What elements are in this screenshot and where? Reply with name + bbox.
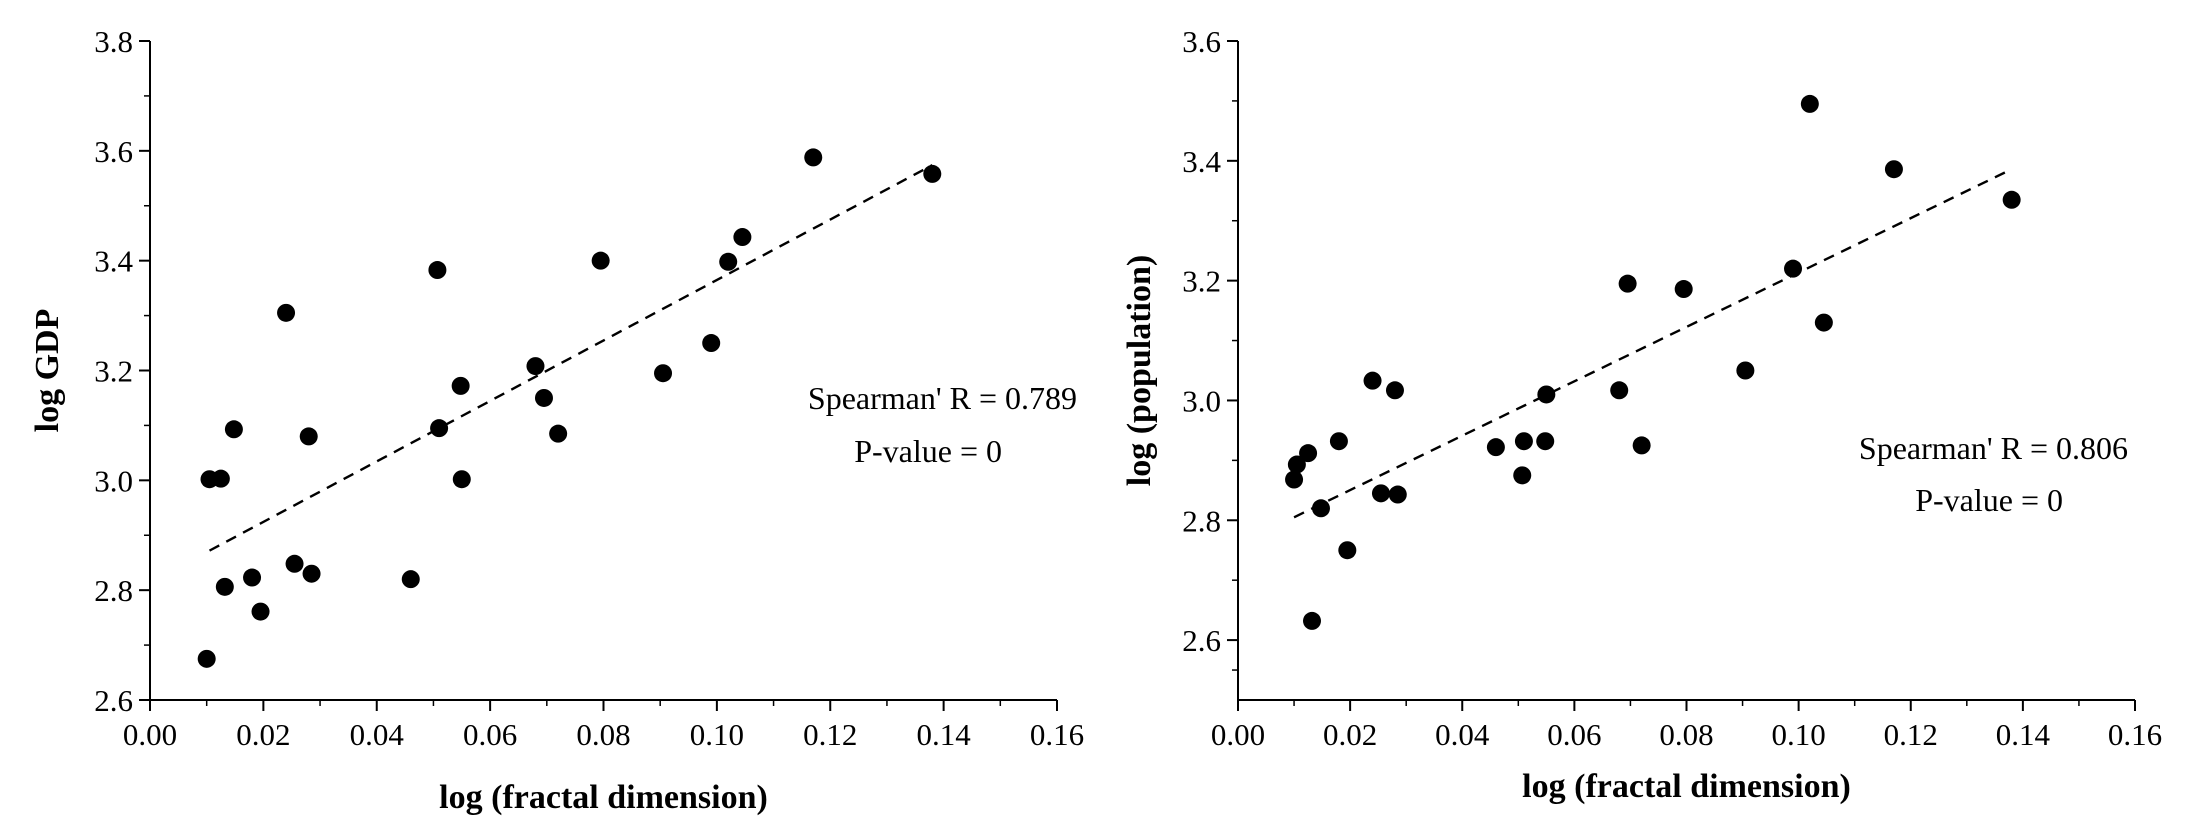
data-point <box>1303 611 1322 630</box>
spearman-annotation: Spearman' R = 0.789 <box>808 380 1077 416</box>
data-point <box>654 364 673 383</box>
data-point <box>1486 438 1505 457</box>
y-tick-label: 3.6 <box>94 134 133 169</box>
y-tick-label: 2.6 <box>94 683 133 718</box>
x-axis-title: log (fractal dimension) <box>1522 768 1851 805</box>
data-point <box>251 602 270 621</box>
y-tick-label: 3.4 <box>94 244 133 279</box>
data-point <box>804 148 823 167</box>
data-point <box>1884 160 1903 179</box>
x-tick-label: 0.08 <box>1659 717 1713 752</box>
trend-line <box>208 164 933 552</box>
data-point <box>1311 499 1330 518</box>
x-tick-label: 0.00 <box>123 717 177 752</box>
p-value-annotation: P-value = 0 <box>854 433 1002 469</box>
data-point <box>1618 274 1637 293</box>
data-point <box>277 303 296 322</box>
y-tick-label: 2.6 <box>1182 623 1221 658</box>
data-point <box>1610 381 1629 400</box>
x-tick-label: 0.08 <box>576 717 630 752</box>
plot-2: 0.00 0.02 0.04 0.06 0.08 0.10 0.12 0.14 0.16 2.6 2… <box>1121 24 2162 805</box>
x-tick-label: 0.04 <box>1435 717 1490 752</box>
data-point <box>591 251 610 270</box>
data-point <box>1513 466 1532 485</box>
x-tick-label: 0.16 <box>1030 717 1084 752</box>
data-point <box>1514 432 1533 451</box>
data-point <box>452 470 471 489</box>
data-point <box>719 252 738 271</box>
data-point <box>1536 432 1555 451</box>
data-point <box>224 420 243 439</box>
data-point <box>451 376 470 395</box>
y-tick-label: 3.6 <box>1182 24 1221 59</box>
data-point <box>1800 94 1819 113</box>
x-tick-label: 0.06 <box>463 717 517 752</box>
y-tick-label: 3.0 <box>1182 383 1221 418</box>
data-point <box>1363 371 1382 390</box>
data-point <box>197 649 216 668</box>
data-point <box>215 577 234 596</box>
spearman-annotation: Spearman' R = 0.806 <box>1859 430 2128 466</box>
y-axis-title: log (population) <box>1121 255 1158 486</box>
data-point <box>1385 381 1404 400</box>
x-tick-label: 0.02 <box>236 717 290 752</box>
data-point <box>2002 190 2021 209</box>
data-point <box>549 424 568 443</box>
data-point <box>1736 361 1755 380</box>
plot-1: 0.00 0.02 0.04 0.06 0.08 0.10 0.12 0.14 0.16 2.6 2… <box>29 24 1084 816</box>
data-point <box>430 419 449 438</box>
x-tick-label: 0.10 <box>1772 717 1826 752</box>
y-tick-label: 3.0 <box>94 463 133 498</box>
y-tick-label: 2.8 <box>94 573 133 608</box>
x-tick-label: 0.06 <box>1547 717 1601 752</box>
data-point <box>1299 444 1318 463</box>
data-point <box>702 334 721 353</box>
x-axis-title: log (fractal dimension) <box>439 779 768 816</box>
y-tick-label: 2.8 <box>1182 503 1221 538</box>
data-point <box>1371 484 1390 503</box>
x-tick-label: 0.14 <box>1996 717 2051 752</box>
data-point <box>1814 313 1833 332</box>
data-point <box>428 261 447 280</box>
data-point <box>733 228 752 247</box>
x-tick-label: 0.12 <box>803 717 857 752</box>
data-point <box>1674 280 1693 299</box>
data-point <box>534 388 553 407</box>
data-point <box>1287 455 1306 474</box>
x-tick-label: 0.00 <box>1211 717 1265 752</box>
data-point <box>211 469 230 488</box>
p-value-annotation: P-value = 0 <box>1915 482 2063 518</box>
data-point <box>1338 541 1357 560</box>
data-point <box>1632 436 1651 455</box>
data-point <box>1329 432 1348 451</box>
y-tick-label: 3.8 <box>94 24 133 59</box>
data-point <box>302 564 321 583</box>
data-point <box>1388 485 1407 504</box>
data-point <box>401 570 420 589</box>
y-tick-label: 3.4 <box>1182 144 1221 179</box>
y-tick-label: 3.2 <box>1182 264 1221 299</box>
data-point <box>1784 259 1803 278</box>
x-tick-label: 0.12 <box>1884 717 1938 752</box>
data-point <box>1537 385 1556 404</box>
data-point <box>285 554 304 573</box>
x-tick-label: 0.16 <box>2108 717 2162 752</box>
y-tick-label: 3.2 <box>94 354 133 389</box>
data-point <box>243 568 262 587</box>
x-tick-label: 0.14 <box>917 717 972 752</box>
x-tick-label: 0.10 <box>690 717 744 752</box>
data-point <box>923 164 942 183</box>
x-tick-label: 0.04 <box>350 717 405 752</box>
data-point <box>1285 470 1304 489</box>
data-point <box>526 357 545 376</box>
data-point <box>299 427 318 446</box>
y-axis-title: log GDP <box>29 309 66 433</box>
x-tick-label: 0.02 <box>1323 717 1377 752</box>
